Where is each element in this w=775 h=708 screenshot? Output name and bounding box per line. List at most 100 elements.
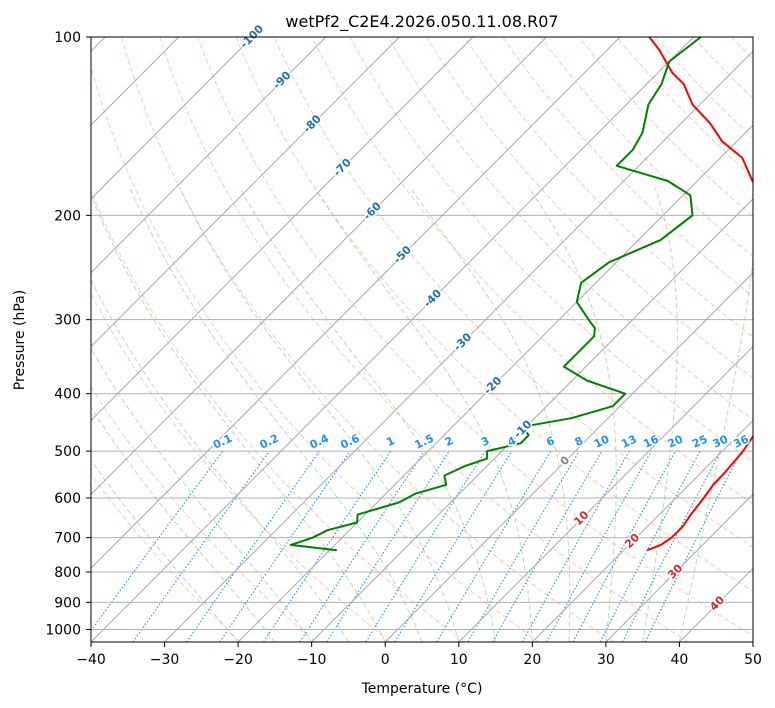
mixing-ratio-label: 13 [619,433,638,451]
mixing-ratio-line [91,450,224,632]
x-tick-label: 50 [744,652,762,668]
y-tick-label: 400 [54,387,81,403]
isotherm [605,493,753,642]
chart-title: wetPf2_C2E4.2026.050.11.08.R07 [285,12,558,32]
mixing-ratio-label: 1.5 [413,432,436,452]
mixing-ratio-line [572,450,676,642]
dry-adiabat [578,37,753,218]
dewpoint-profile [289,37,702,552]
mixing-ratio-line [186,450,320,642]
mixing-ratio-label-group: 0.4 [306,430,332,453]
dry-adiabat [91,385,316,642]
isotherm [384,272,753,642]
mixing-ratio-label: 2 [443,434,455,449]
dry-adiabat [654,37,753,139]
mixing-ratio-label-group: 30 [709,431,732,452]
dry-adiabat [425,37,753,379]
x-tick-label: 20 [523,652,541,668]
mixing-ratio-label-group: 25 [689,431,711,452]
dry-adiabat [121,37,614,642]
dry-adiabat [91,292,391,642]
isotherm [91,37,327,274]
mixing-ratio-label-group: 0.1 [210,430,236,453]
mixing-ratio-label-group: 1.5 [411,430,437,453]
isotherm [752,641,753,642]
y-tick-label: 900 [54,595,81,611]
isotherm [164,50,753,642]
mixing-ratio-line [436,450,552,642]
y-tick-label: 100 [54,30,81,46]
y-tick-label: 500 [54,444,81,460]
mixing-ratio-label: 25 [690,433,709,451]
moist-adiabat [91,278,349,642]
mixing-ratio-label-group: 8 [571,433,586,451]
isotherm [531,419,753,642]
moist-adiabat [678,255,753,642]
dry-adiabat [91,189,465,642]
moist-adiabat [91,193,386,642]
mixing-ratio-line [132,450,270,642]
y-tick-label: 700 [54,531,81,547]
mixing-ratio-line [394,450,513,642]
mixing-ratio-label-group: 2 [441,433,456,451]
y-tick-label: 600 [54,491,81,507]
line-labels: -100-90-80-70-60-50-40-30-20-10010203040… [210,21,753,615]
x-tick-label: −10 [297,652,327,668]
x-tick-label: −20 [223,652,253,668]
mixing-ratio-label: 10 [592,432,612,450]
isotherm [311,198,753,642]
mixing-ratio-label: 16 [641,432,661,450]
plot-frame [90,36,754,643]
isotherm [91,37,547,496]
isotherm-label: 20 [622,531,642,551]
mixing-ratio-label-group: 16 [640,431,663,452]
y-tick-label: 200 [54,208,81,224]
dry-adiabat [273,37,753,548]
moist-adiabat [91,406,276,642]
mixing-ratio-line [263,450,392,642]
temperature-profile [646,37,753,552]
x-tick-label: 10 [450,652,468,668]
mixing-ratio-line [644,450,742,642]
mixing-ratio-label-group: 13 [618,431,640,452]
dry-adiabat [91,473,242,642]
mixing-ratio-label: 0.2 [258,432,281,452]
mixing-ratio-label: 0.1 [211,432,234,452]
mixing-ratio-line [599,450,701,642]
dry-adiabat [311,37,753,505]
dry-adiabat [349,37,753,462]
x-tick-label: −30 [150,652,180,668]
mixing-ratio-line [326,450,450,642]
mixing-ratio-label: 20 [666,432,686,450]
background-lines [91,37,775,642]
moist-adiabat [314,187,533,642]
dry-adiabat [692,37,753,100]
x-tick-label: 0 [381,652,390,668]
dry-adiabat [769,37,775,642]
y-tick-label: 800 [54,565,81,581]
x-tick-label: −40 [76,652,106,668]
moist-adiabat [410,187,571,642]
mixing-ratio-label-group: 20 [664,431,687,452]
y-tick-label: 300 [54,313,81,329]
mixing-ratio-label: 0.4 [308,431,331,451]
isotherm [679,567,753,642]
isotherm [91,37,621,569]
mixing-ratio-label-group: 10 [591,431,614,452]
moist-adiabat [129,187,423,642]
moist-adiabat [179,187,460,642]
dry-adiabat [387,37,753,420]
mixing-ratio-line [219,450,351,642]
mixing-ratio-label-group: 1 [383,433,398,451]
series-layer [289,37,753,552]
isotherm [458,345,753,642]
dry-adiabat [159,37,689,642]
y-tick-label: 1000 [45,622,81,638]
y-axis-label: Pressure (hPa) [12,290,28,390]
moist-adiabat [642,188,678,642]
mixing-ratio-label-group: 0.2 [256,430,282,453]
axes: −40 −30 −20 −10 0 10 20 30 40 50 100 200 300 400 500 60… [45,30,762,668]
mixing-ratio-line [622,450,722,642]
isotherm [91,37,474,422]
